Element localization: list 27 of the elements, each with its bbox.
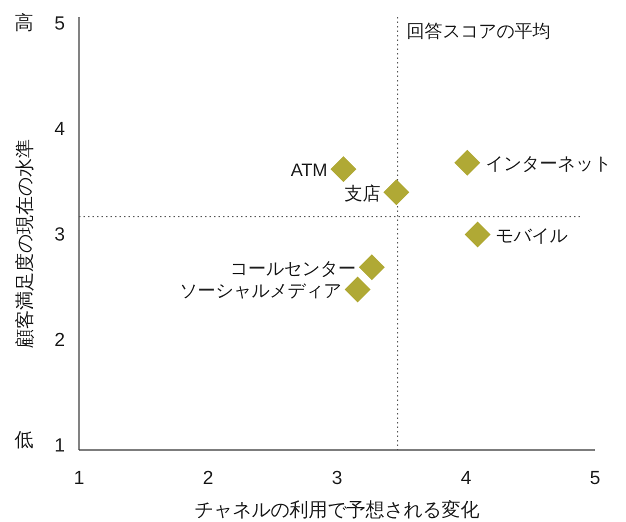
y-tick-label: 4	[54, 118, 66, 140]
x-axis-title: チャネルの利用で予想される変化	[194, 499, 480, 521]
y-tick-label: 5	[54, 13, 65, 34]
annotation: 支店	[344, 183, 380, 204]
x-tick-label: 3	[332, 468, 342, 489]
point	[383, 179, 410, 206]
y-tick-label: 1	[54, 436, 65, 457]
y-axis-title: 顧客満足度の現在の水準	[14, 139, 36, 348]
point	[358, 254, 385, 280]
annotation: コールセンター	[230, 258, 356, 278]
x-tick-label: 5	[590, 468, 600, 489]
ref-line-label: 回答スコアの平均	[406, 21, 551, 41]
y-tick-label: 3	[54, 224, 65, 246]
y-tick-label: 2	[54, 330, 65, 352]
x-tick-label: 1	[74, 468, 84, 489]
point	[464, 222, 491, 248]
point	[454, 150, 480, 176]
annotation: インターネット	[485, 154, 612, 174]
text: 高	[14, 12, 34, 34]
point	[330, 156, 356, 182]
x-tick-label: 2	[202, 468, 214, 489]
annotation: モバイル	[496, 226, 568, 246]
x-tick-label: 4	[460, 468, 472, 489]
annotation: ATM	[290, 160, 328, 180]
annotation: ソーシャルメディア	[180, 280, 342, 300]
text: 低	[14, 430, 34, 451]
point	[344, 276, 371, 302]
